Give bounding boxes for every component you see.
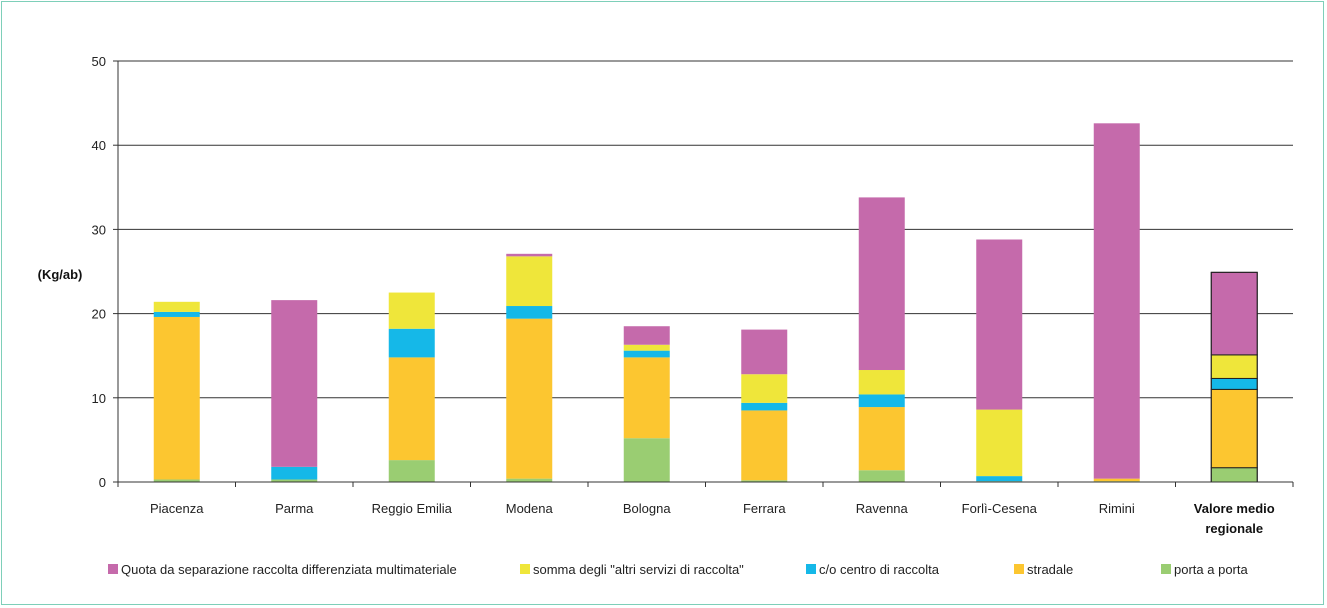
legend-swatch [520, 564, 530, 574]
bar-segment [741, 480, 788, 482]
bar-segment [1210, 354, 1258, 379]
bar-segment [858, 370, 905, 395]
bar-segment [271, 479, 318, 482]
legend-label: stradale [1027, 562, 1073, 577]
legend-swatch [108, 564, 118, 574]
x-tick-label: Ferrara [743, 501, 786, 516]
bar-segment [506, 478, 553, 482]
bar-segment [858, 407, 905, 471]
y-tick-label: 50 [92, 54, 106, 69]
y-axis-label: (Kg/ab) [38, 267, 83, 282]
legend-swatch [1161, 564, 1171, 574]
bar-segment [506, 306, 553, 319]
legend: Quota da separazione raccolta differenzi… [108, 562, 1248, 577]
legend-swatch [806, 564, 816, 574]
x-tick-label: Bologna [623, 501, 671, 516]
bar-segment [1210, 467, 1258, 483]
bar-segment [741, 329, 788, 375]
bar-segment [388, 292, 435, 329]
bar-segment [741, 402, 788, 411]
bar-segment [623, 326, 670, 345]
bar-segment [388, 328, 435, 358]
bar-segment [271, 466, 318, 480]
bar-segment [623, 350, 670, 358]
x-tick-label: Parma [275, 501, 314, 516]
bars [153, 123, 1258, 483]
bar-segment [858, 470, 905, 482]
bar-segment [153, 301, 200, 312]
bar-segment [153, 316, 200, 480]
x-tick-label: Modena [506, 501, 554, 516]
bar-segment [1093, 123, 1140, 479]
x-tick-label: Rimini [1099, 501, 1135, 516]
bar-segment [506, 253, 553, 257]
x-tick-label: Forlì-Cesena [962, 501, 1038, 516]
x-tick-label: Reggio Emilia [372, 501, 453, 516]
bar-segment [506, 318, 553, 479]
bar-segment [1210, 271, 1258, 356]
bar-segment [388, 357, 435, 461]
x-tick-label: Piacenza [150, 501, 204, 516]
bar-segment [1210, 377, 1258, 390]
y-axis: 0 10 20 30 40 50 [92, 54, 119, 490]
y-tick-label: 10 [92, 391, 106, 406]
bar-segment [741, 374, 788, 403]
bar-segment [976, 476, 1023, 482]
x-axis: Piacenza Parma Reggio Emilia Modena Bologna F… [117, 481, 1294, 536]
bar-segment [623, 438, 670, 482]
bar-segment [976, 239, 1023, 410]
legend-label: Quota da separazione raccolta differenzi… [121, 562, 457, 577]
legend-label: c/o centro di raccolta [819, 562, 940, 577]
bar-segment [271, 300, 318, 467]
bar-segment [153, 479, 200, 482]
bar-segment [858, 394, 905, 408]
bar-segment [741, 410, 788, 481]
bar-segment [506, 256, 553, 307]
y-tick-label: 0 [99, 475, 106, 490]
bar-segment [976, 409, 1023, 477]
bar-segment [858, 197, 905, 371]
bar-segment [388, 460, 435, 482]
y-tick-label: 40 [92, 138, 106, 153]
x-tick-label: Valore medio regionale [1194, 501, 1275, 536]
x-tick-label: Ravenna [856, 501, 909, 516]
legend-swatch [1014, 564, 1024, 574]
legend-label: porta a porta [1174, 562, 1248, 577]
y-tick-label: 20 [92, 307, 106, 322]
bar-segment [1093, 478, 1140, 482]
bar-segment [623, 357, 670, 439]
bar-segment [1210, 388, 1258, 469]
legend-label: somma degli "altri servizi di raccolta" [533, 562, 744, 577]
y-tick-label: 30 [92, 222, 106, 237]
bar-segment [153, 311, 200, 317]
bar-segment [623, 344, 670, 351]
